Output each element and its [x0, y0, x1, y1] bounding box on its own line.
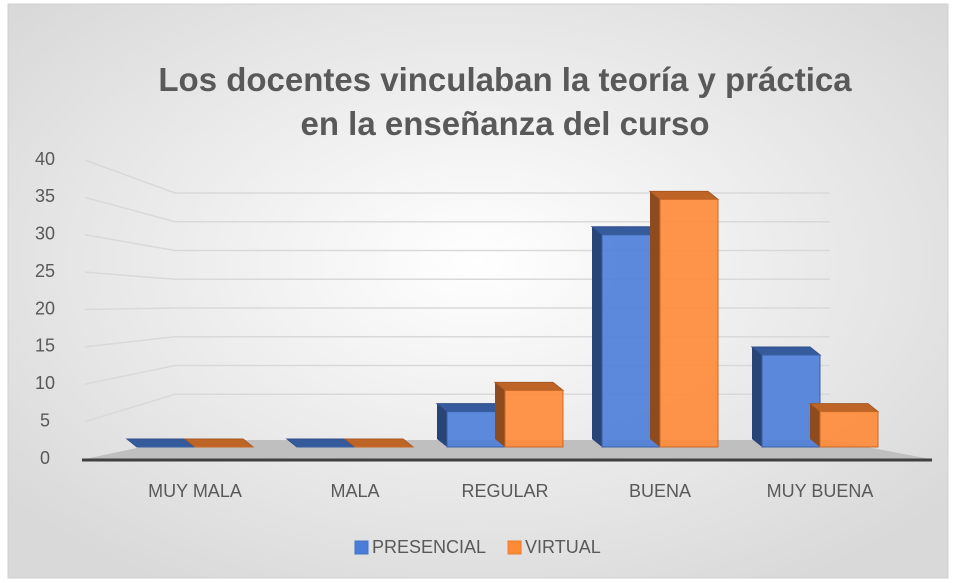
bar-side	[437, 403, 447, 447]
y-tick-label: 40	[35, 149, 55, 169]
legend-label: VIRTUAL	[525, 537, 601, 557]
y-tick-label: 30	[35, 224, 55, 244]
legend-label: PRESENCIAL	[372, 537, 486, 557]
x-tick-label: REGULAR	[461, 481, 548, 501]
y-tick-label: 35	[35, 186, 55, 206]
grid-line	[84, 196, 830, 223]
bar-top	[125, 438, 197, 448]
chart-background	[7, 3, 949, 579]
bar-side	[752, 347, 762, 447]
bar-top	[808, 403, 880, 413]
bar-side	[810, 403, 820, 447]
bar-top	[435, 403, 507, 413]
bar-top	[648, 190, 720, 200]
legend-swatch	[507, 540, 522, 555]
bar-top	[285, 438, 357, 448]
bar-side	[650, 191, 660, 447]
bar-top	[183, 438, 255, 448]
x-tick-label: MALA	[330, 481, 379, 501]
x-tick-label: MUY BUENA	[767, 481, 874, 501]
x-tick-label: BUENA	[629, 481, 691, 501]
bar-top	[750, 346, 822, 356]
bar-side	[495, 382, 505, 447]
bar-top	[590, 226, 662, 236]
chart-title: Los docentes vinculaban la teoría y prác…	[158, 61, 852, 142]
bar-top	[493, 381, 565, 391]
y-tick-label: 5	[40, 410, 50, 430]
bar-top	[343, 438, 415, 448]
y-tick-label: 15	[35, 336, 55, 356]
bar	[819, 411, 879, 448]
y-tick-label: 25	[35, 261, 55, 281]
legend-swatch	[354, 540, 369, 555]
bar	[504, 389, 564, 448]
y-tick-label: 10	[35, 373, 55, 393]
y-tick-label: 20	[35, 298, 55, 318]
y-tick-label: 0	[40, 448, 50, 468]
bar	[659, 198, 719, 448]
grid-line	[84, 159, 830, 194]
x-tick-label: MUY MALA	[148, 481, 242, 501]
bar-side	[592, 226, 602, 447]
